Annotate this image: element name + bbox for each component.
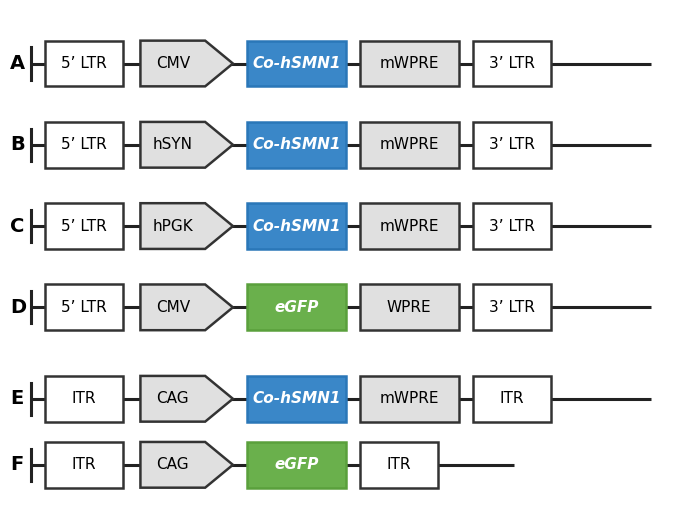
Text: mWPRE: mWPRE: [379, 56, 439, 71]
Bar: [360, 442, 438, 488]
Bar: [45, 376, 123, 422]
Text: hSYN: hSYN: [153, 137, 192, 152]
Bar: [360, 376, 459, 422]
Polygon shape: [140, 376, 233, 422]
Text: Co-hSMN1: Co-hSMN1: [252, 218, 340, 234]
Text: D: D: [10, 298, 27, 317]
Bar: [45, 203, 123, 249]
Bar: [360, 284, 459, 330]
Text: eGFP: eGFP: [274, 300, 319, 315]
Text: 5’ LTR: 5’ LTR: [61, 56, 107, 71]
Polygon shape: [140, 41, 233, 86]
Polygon shape: [140, 122, 233, 168]
Bar: [247, 41, 346, 86]
Text: ITR: ITR: [72, 391, 96, 406]
Text: A: A: [10, 54, 25, 73]
Bar: [45, 41, 123, 86]
Bar: [473, 203, 551, 249]
Polygon shape: [140, 284, 233, 330]
Bar: [360, 41, 459, 86]
Text: 3’ LTR: 3’ LTR: [489, 300, 535, 315]
Text: ITR: ITR: [387, 457, 411, 472]
Bar: [473, 122, 551, 168]
Text: Co-hSMN1: Co-hSMN1: [252, 391, 340, 406]
Polygon shape: [140, 203, 233, 249]
Text: E: E: [10, 389, 23, 408]
Text: ITR: ITR: [500, 391, 524, 406]
Bar: [45, 122, 123, 168]
Text: 3’ LTR: 3’ LTR: [489, 56, 535, 71]
Text: 5’ LTR: 5’ LTR: [61, 300, 107, 315]
Text: Co-hSMN1: Co-hSMN1: [252, 56, 340, 71]
Bar: [473, 376, 551, 422]
Text: 5’ LTR: 5’ LTR: [61, 137, 107, 152]
Bar: [473, 284, 551, 330]
Text: mWPRE: mWPRE: [379, 218, 439, 234]
Text: F: F: [10, 455, 23, 474]
Text: CAG: CAG: [156, 457, 189, 472]
Bar: [360, 203, 459, 249]
Text: 3’ LTR: 3’ LTR: [489, 218, 535, 234]
Bar: [473, 41, 551, 86]
Polygon shape: [140, 442, 233, 488]
Bar: [247, 376, 346, 422]
Text: mWPRE: mWPRE: [379, 137, 439, 152]
Text: eGFP: eGFP: [274, 457, 319, 472]
Text: B: B: [10, 135, 25, 154]
Text: 5’ LTR: 5’ LTR: [61, 218, 107, 234]
Text: CMV: CMV: [155, 56, 190, 71]
Text: ITR: ITR: [72, 457, 96, 472]
Text: CMV: CMV: [155, 300, 190, 315]
Text: Co-hSMN1: Co-hSMN1: [252, 137, 340, 152]
Bar: [45, 442, 123, 488]
Text: CAG: CAG: [156, 391, 189, 406]
Bar: [45, 284, 123, 330]
Text: mWPRE: mWPRE: [379, 391, 439, 406]
Bar: [247, 122, 346, 168]
Text: hPGK: hPGK: [153, 218, 193, 234]
Text: 3’ LTR: 3’ LTR: [489, 137, 535, 152]
Bar: [247, 442, 346, 488]
Text: C: C: [10, 216, 25, 236]
Text: WPRE: WPRE: [387, 300, 432, 315]
Bar: [360, 122, 459, 168]
Bar: [247, 284, 346, 330]
Bar: [247, 203, 346, 249]
